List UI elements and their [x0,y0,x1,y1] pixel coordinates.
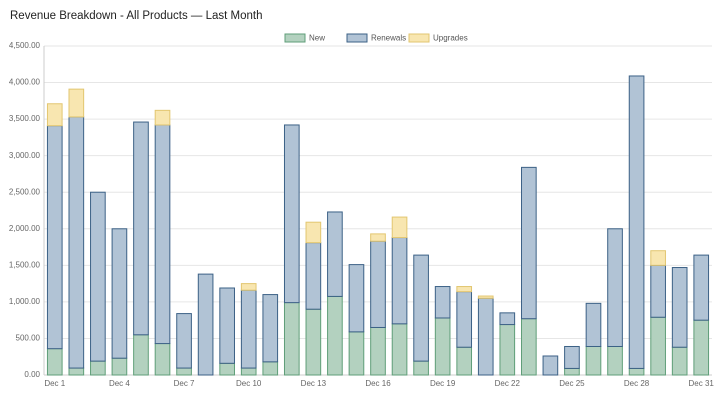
bar-segment [262,361,279,376]
legend-swatch [346,33,368,43]
bar-segment [240,283,257,291]
bar-segment [413,254,429,362]
bar-segment [348,331,365,376]
bar-segment [305,242,322,310]
bar-segment [650,250,666,266]
bar-segment [197,273,214,376]
bar-segment [434,286,451,319]
bar-segment [499,324,516,376]
bar-segment [327,295,343,376]
x-tick-label: Dec 4 [109,379,130,388]
bar-segment [585,302,602,347]
bar-segment [693,254,710,321]
x-tick-label: Dec 25 [559,379,585,388]
bar-segment [46,348,63,376]
x-tick-label: Dec 13 [301,379,327,388]
bar-segment [391,237,408,325]
bar-segment [521,318,537,376]
bar-segment [154,343,171,376]
bar-segment [671,346,688,376]
bar-segment [456,346,473,376]
bar-segment [90,360,106,376]
y-tick-label: 1,500.00 [9,260,41,269]
bar-segment [262,294,279,363]
bar-segment [477,297,494,376]
bar-segment [456,291,473,348]
y-tick-label: 4,500.00 [9,41,41,50]
x-tick-label: Dec 19 [430,379,456,388]
x-tick-label: Dec 28 [624,379,650,388]
bar-segment [413,360,429,376]
bar-segment [521,166,537,320]
bar-segment [348,264,365,333]
bar-segment [628,367,645,376]
x-tick-label: Dec 16 [365,379,391,388]
bar-segment [305,221,322,244]
bar-segment [671,267,688,348]
bar-segment [391,216,408,239]
bar-segment [370,326,386,376]
bar-segment [499,312,516,326]
y-tick-label: 3,000.00 [9,151,41,160]
x-tick-label: Dec 22 [495,379,521,388]
bar-segment [327,211,343,297]
bar-segment [133,121,149,336]
x-tick-label: Dec 10 [236,379,262,388]
bar-segment [607,228,623,347]
bar-segment [154,124,171,345]
bar-segment [176,313,192,369]
y-tick-label: 2,000.00 [9,224,41,233]
bar-segment [219,287,235,364]
bar-segment [564,367,580,376]
bar-segment [564,345,580,369]
bar-segment [68,88,85,118]
bar-segment [176,367,192,376]
bar-segment [370,233,386,242]
bar-segment [240,367,257,376]
bar-segment [133,334,149,376]
y-tick-label: 1,000.00 [9,297,41,306]
y-tick-label: 3,500.00 [9,114,41,123]
y-tick-label: 0.00 [24,370,40,379]
legend-swatch [284,33,306,43]
bar-segment [68,116,85,369]
bar-segment [628,75,645,369]
bar-segment [477,295,494,299]
y-tick-label: 500.00 [16,334,41,343]
bar-segment [370,240,386,328]
chart-title: Revenue Breakdown - All Products — Last … [10,10,263,22]
bar-segment [46,103,63,127]
bar-segment [219,362,235,376]
bar-segment [585,345,602,376]
legend-label: Renewals [371,34,406,43]
bar-segment [283,124,300,304]
legend-label: Upgrades [433,34,468,43]
legend-swatch [408,33,430,43]
bar-segment [650,264,666,318]
legend-label: New [309,34,325,43]
bar-segment [693,319,710,376]
bar-segment [111,228,128,359]
y-tick-label: 2,500.00 [9,187,41,196]
bar-segment [650,316,666,376]
bar-segment [305,308,322,376]
bar-segment [90,191,106,362]
bar-segment [283,302,300,376]
bar-segment [542,355,559,376]
bar-segment [434,317,451,376]
bar-segment [68,367,85,376]
bar-segment [391,323,408,376]
bar-segment [46,125,63,350]
bar-segment [154,109,171,126]
bar-segment [240,289,257,369]
bar-segment [456,286,473,293]
bar-segment [607,345,623,376]
y-tick-label: 4,000.00 [9,78,41,87]
bar-segment [111,357,128,376]
x-tick-label: Dec 1 [44,379,65,388]
x-tick-label: Dec 31 [689,379,715,388]
x-tick-label: Dec 7 [174,379,195,388]
